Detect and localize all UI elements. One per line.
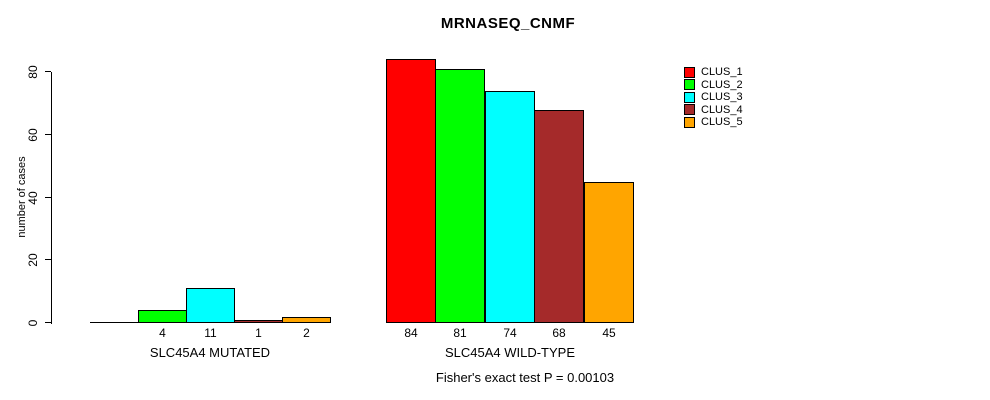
- y-axis-tick: [45, 71, 51, 72]
- legend-item: CLUS_2: [684, 79, 743, 92]
- legend-item: CLUS_1: [684, 66, 743, 79]
- bar-clus_4: [234, 320, 283, 323]
- y-axis-tick-label: 0: [26, 319, 40, 327]
- y-axis-line: [51, 72, 52, 324]
- legend-swatch: [684, 66, 695, 78]
- bar-value-label: 1: [255, 326, 262, 340]
- legend-label: CLUS_5: [701, 116, 743, 129]
- bar-clus_5: [584, 182, 634, 323]
- bar-value-label: 74: [503, 326, 517, 340]
- y-axis-tick-label: 20: [26, 253, 40, 267]
- bar-value-label: 4: [159, 326, 166, 340]
- bar-clus_2: [138, 310, 187, 323]
- bar-value-label: 84: [404, 326, 418, 340]
- bar-value-label: 68: [552, 326, 566, 340]
- bar-value-label: 11: [204, 326, 217, 340]
- bar-value-label: 2: [303, 326, 310, 340]
- bar-clus_1-zero: [90, 322, 139, 323]
- bar-value-label: 81: [453, 326, 467, 340]
- legend: CLUS_1 CLUS_2 CLUS_3 CLUS_4 CLUS_5: [684, 66, 743, 129]
- y-axis-tick-label: 80: [26, 65, 40, 79]
- x-axis-group-label: SLC45A4 MUTATED: [149, 345, 271, 360]
- x-axis-group-label: SLC45A4 WILD-TYPE: [444, 345, 576, 360]
- fisher-test-annotation: Fisher's exact test P = 0.00103: [435, 370, 615, 385]
- legend-label: CLUS_1: [701, 66, 743, 79]
- bar-value-label: 45: [602, 326, 616, 340]
- legend-swatch: [684, 79, 695, 91]
- y-axis-tick-label: 60: [26, 128, 40, 142]
- bar-clus_5: [282, 317, 331, 323]
- bar-clus_3: [186, 288, 235, 323]
- bar-clus_2: [435, 69, 485, 323]
- bar-clus_4: [534, 110, 584, 323]
- chart-title: MRNASEQ_CNMF: [440, 15, 576, 32]
- legend-label: CLUS_4: [701, 103, 743, 116]
- legend-swatch: [684, 116, 695, 128]
- legend-swatch: [684, 91, 695, 103]
- legend-item: CLUS_3: [684, 91, 743, 104]
- y-axis-tick: [45, 259, 51, 260]
- y-axis-tick-label: 40: [26, 191, 40, 205]
- legend-item: CLUS_4: [684, 104, 743, 117]
- legend-item: CLUS_5: [684, 116, 743, 129]
- bar-clus_3: [485, 91, 535, 323]
- y-axis-tick: [45, 322, 51, 323]
- legend-label: CLUS_2: [701, 78, 743, 91]
- bar-clus_1: [386, 59, 436, 323]
- y-axis-tick: [45, 197, 51, 198]
- y-axis-tick: [45, 134, 51, 135]
- legend-label: CLUS_3: [701, 91, 743, 104]
- legend-swatch: [684, 104, 695, 116]
